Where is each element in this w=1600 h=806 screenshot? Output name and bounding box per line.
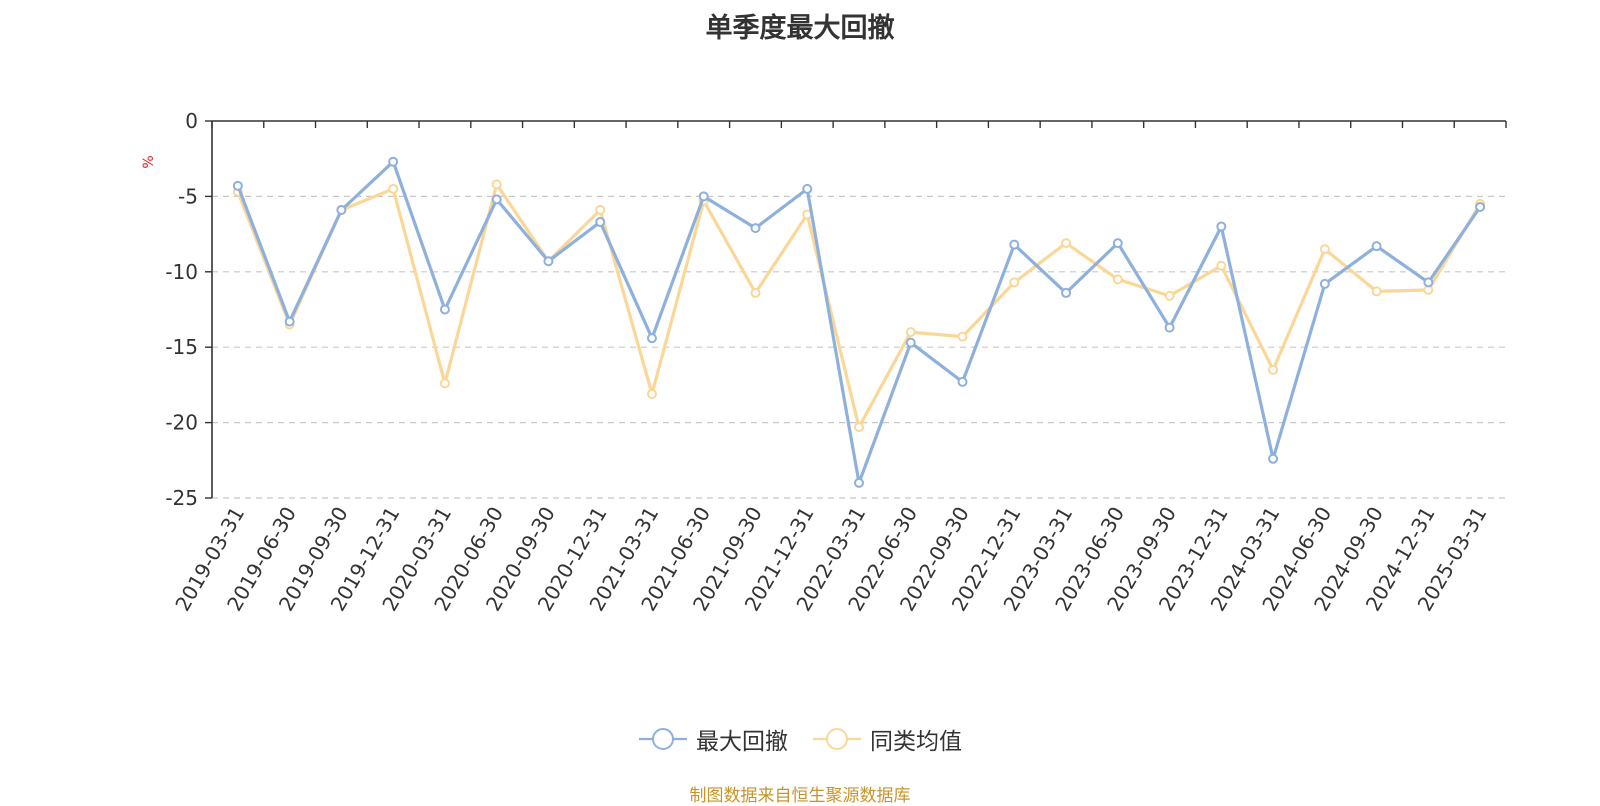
data-point[interactable] <box>1423 277 1434 288</box>
data-point[interactable] <box>491 194 502 205</box>
data-point[interactable] <box>802 183 813 194</box>
data-point[interactable] <box>905 337 916 348</box>
legend: 最大回撤 同类均值 <box>0 722 1600 756</box>
data-point[interactable] <box>1216 221 1227 232</box>
legend-marker-icon <box>813 728 861 750</box>
data-point[interactable] <box>439 378 450 389</box>
chart-title: 单季度最大回撤 <box>705 13 895 44</box>
data-point[interactable] <box>1164 322 1175 333</box>
y-tick-label: -20 <box>165 411 198 435</box>
data-point[interactable] <box>646 333 657 344</box>
data-point[interactable] <box>854 477 864 488</box>
axes <box>205 120 1507 499</box>
legend-label: 同类均值 <box>870 729 962 755</box>
data-point[interactable] <box>905 327 916 338</box>
y-tick-label: 0 <box>185 109 198 133</box>
data-point[interactable] <box>491 179 502 190</box>
data-point[interactable] <box>1112 274 1123 285</box>
y-tick-labels: 0 -5 -10 -15 -20 -25 <box>165 109 198 510</box>
data-point[interactable] <box>439 304 450 315</box>
data-point[interactable] <box>1164 290 1175 301</box>
data-point[interactable] <box>1371 286 1382 297</box>
y-tick-label: -15 <box>165 335 198 359</box>
data-point[interactable] <box>957 376 968 387</box>
data-point[interactable] <box>1009 277 1020 288</box>
data-point[interactable] <box>1319 278 1330 289</box>
data-point[interactable] <box>543 256 554 267</box>
data-point[interactable] <box>957 331 968 342</box>
data-point[interactable] <box>750 287 761 298</box>
legend-item[interactable]: 最大回撤 <box>638 722 788 756</box>
data-point[interactable] <box>1371 241 1382 252</box>
legend-marker-icon <box>639 728 687 750</box>
x-tick-labels: 2019-03-312019-06-302019-09-302019-12-31… <box>170 503 1491 616</box>
legend-label: 最大回撤 <box>696 729 788 755</box>
data-point[interactable] <box>388 156 399 167</box>
series-lines <box>232 156 1486 488</box>
data-point[interactable] <box>1061 238 1072 249</box>
data-point[interactable] <box>1216 260 1227 271</box>
data-point[interactable] <box>646 388 657 399</box>
data-point[interactable] <box>1061 287 1072 298</box>
data-point[interactable] <box>336 204 347 215</box>
data-point[interactable] <box>1268 364 1279 375</box>
data-point[interactable] <box>1319 244 1330 255</box>
source-note: 制图数据来自恒生聚源数据库 <box>689 786 911 806</box>
data-point[interactable] <box>1009 239 1020 250</box>
data-point[interactable] <box>698 191 709 202</box>
y-tick-label: -10 <box>165 260 198 284</box>
data-point[interactable] <box>1475 201 1486 212</box>
data-point[interactable] <box>284 316 295 327</box>
data-point[interactable] <box>388 183 399 194</box>
legend-item[interactable]: 同类均值 <box>812 722 962 756</box>
data-point[interactable] <box>1112 238 1123 249</box>
data-point[interactable] <box>750 223 761 234</box>
series-最大回撤 <box>232 156 1486 488</box>
data-point[interactable] <box>1268 453 1279 464</box>
series-同类均值 <box>232 179 1486 433</box>
data-point[interactable] <box>595 204 606 215</box>
y-tick-label: -25 <box>165 486 198 510</box>
data-point[interactable] <box>854 422 864 433</box>
grid-lines <box>212 195 1506 499</box>
y-tick-label: -5 <box>178 184 198 208</box>
data-point[interactable] <box>232 180 243 191</box>
y-axis-unit-label: % <box>141 155 157 168</box>
data-point[interactable] <box>595 217 606 228</box>
